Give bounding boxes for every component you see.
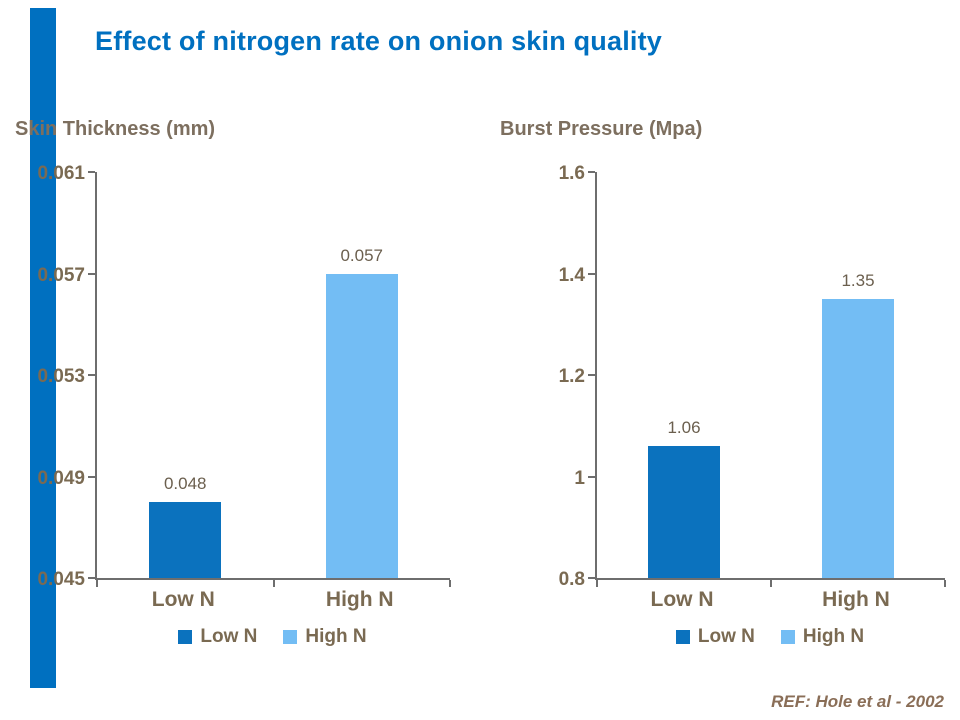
x-tick-mark [770, 580, 772, 587]
chart-burst-pressure: Burst Pressure (Mpa) 0.8 1 1.2 1.4 1.6 1.06 1… [500, 118, 950, 648]
plot-area: 1.06 1.35 [588, 171, 946, 587]
y-axis-labels: 0.8 1 1.2 1.4 1.6 [500, 163, 595, 590]
x-tick-mark [96, 580, 98, 587]
legend-item: High N [283, 626, 367, 648]
bar-high-n [822, 298, 894, 578]
x-axis-labels: Low N High N [95, 580, 450, 616]
x-category-label: Low N [151, 588, 215, 611]
slide-title: Effect of nitrogen rate on onion skin qu… [95, 26, 663, 56]
x-category-label: High N [325, 588, 394, 611]
chart-skin-thickness: Skin Thickness (mm) 0.045 0.049 0.053 0.057… [15, 118, 465, 648]
y-tick-label: 0.8 [558, 569, 585, 590]
y-tick-label: 0.049 [37, 467, 85, 489]
bar-low-n [149, 501, 222, 578]
y-tick-label: 0.061 [37, 163, 85, 184]
y-tick-label: 1.4 [558, 264, 585, 286]
y-tick-mark [88, 475, 95, 478]
legend-swatch-icon [283, 630, 298, 644]
y-tick-mark [588, 272, 595, 275]
legend-swatch-icon [780, 630, 795, 644]
legend-swatch-icon [178, 630, 193, 644]
y-tick-label: 0.057 [37, 264, 85, 286]
x-tick-mark [596, 580, 598, 587]
legend-label: High N [802, 626, 865, 647]
y-tick-mark [88, 577, 95, 579]
y-tick-mark [588, 171, 595, 173]
y-tick-mark [588, 577, 595, 579]
y-tick-label: 0.053 [37, 366, 85, 387]
legend-label: Low N [697, 626, 755, 647]
legend-swatch-icon [675, 630, 690, 644]
legend-item: High N [780, 626, 865, 648]
legend-label: High N [305, 626, 367, 647]
legend-label: Low N [200, 626, 258, 647]
legend-item: Low N [178, 626, 257, 648]
y-tick-mark [88, 374, 95, 376]
x-axis-labels: Low N High N [595, 580, 945, 616]
chart-title: Skin Thickness (mm) [15, 118, 216, 140]
bar-low-n [648, 446, 720, 578]
bar-value-label: 1.35 [841, 270, 875, 290]
chart-title: Burst Pressure (Mpa) [500, 118, 703, 140]
bar-value-label: 1.06 [667, 418, 701, 438]
left-accent-bar [30, 8, 56, 688]
x-category-label: High N [822, 588, 890, 611]
bar-high-n [325, 273, 398, 578]
y-tick-mark [588, 374, 595, 376]
y-tick-label: 1 [574, 467, 585, 489]
plot-area: 0.048 0.057 [88, 171, 451, 587]
y-tick-mark [88, 171, 95, 173]
y-tick-mark [588, 475, 595, 478]
legend: Low N High N [595, 626, 945, 648]
x-tick-mark [944, 580, 946, 587]
chart-body: 0.045 0.049 0.053 0.057 0.061 0.048 0.057 [15, 163, 465, 590]
x-tick-mark [272, 580, 275, 587]
y-tick-label: 1.2 [558, 366, 585, 387]
y-axis-labels: 0.045 0.049 0.053 0.057 0.061 [15, 163, 95, 590]
bar-value-label: 0.057 [340, 245, 384, 265]
y-tick-label: 0.045 [37, 569, 85, 590]
legend: Low N High N [95, 626, 450, 648]
bar-value-label: 0.048 [163, 473, 207, 493]
legend-item: Low N [675, 626, 755, 648]
reference-text: REF: Hole et al - 2002 [771, 692, 944, 711]
chart-body: 0.8 1 1.2 1.4 1.6 1.06 1.35 [500, 163, 950, 590]
y-tick-mark [88, 272, 95, 275]
x-category-label: Low N [650, 588, 714, 611]
x-tick-mark [449, 580, 451, 587]
y-tick-label: 1.6 [558, 163, 585, 184]
